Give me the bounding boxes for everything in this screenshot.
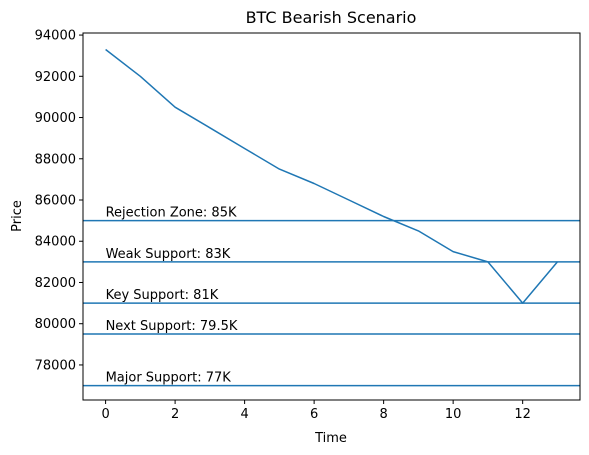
y-tick-label: 88000 <box>35 152 76 167</box>
plot-frame <box>82 32 581 401</box>
plot-area: Rejection Zone: 85K Weak Support: 83K Key … <box>83 48 580 387</box>
x-tick-label: 0 <box>101 407 109 422</box>
y-tick-label: 90000 <box>35 111 76 126</box>
y-tick-label: 84000 <box>35 235 76 250</box>
y-tick-label: 80000 <box>35 317 76 332</box>
level-label: Next Support: 79.5K <box>106 319 238 334</box>
y-tick-label: 78000 <box>35 358 76 373</box>
x-axis: 0 2 4 6 8 10 12 <box>101 400 531 422</box>
x-axis-title: Time <box>314 431 347 446</box>
level-label: Key Support: 81K <box>106 288 219 303</box>
y-axis: 78000 80000 82000 84000 86000 88000 90000 92000… <box>35 29 83 373</box>
chart-title: BTC Bearish Scenario <box>246 8 417 27</box>
y-tick-label: 94000 <box>35 29 76 44</box>
x-tick-label: 12 <box>514 407 531 422</box>
x-tick-label: 8 <box>379 407 387 422</box>
x-tick-label: 4 <box>240 407 248 422</box>
x-tick-label: 10 <box>445 407 462 422</box>
x-tick-label: 2 <box>171 407 179 422</box>
x-tick-label: 6 <box>310 407 318 422</box>
level-label: Weak Support: 83K <box>106 247 231 262</box>
level-label: Major Support: 77K <box>106 371 232 386</box>
level-label: Rejection Zone: 85K <box>106 206 237 221</box>
y-axis-title: Price <box>10 200 25 232</box>
y-tick-label: 82000 <box>35 276 76 291</box>
y-tick-label: 86000 <box>35 194 76 209</box>
y-tick-label: 92000 <box>35 70 76 85</box>
price-series-line <box>105 48 558 304</box>
